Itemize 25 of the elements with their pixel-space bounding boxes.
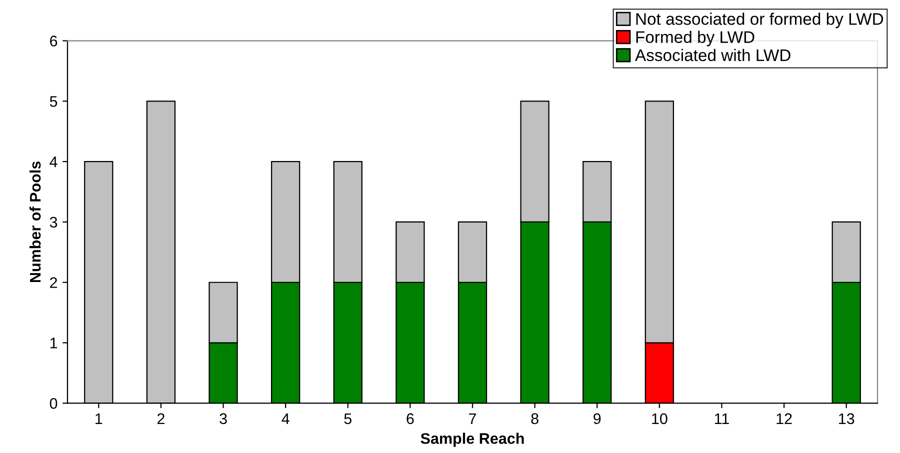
y-axis-title: Number of Pools [29, 161, 41, 282]
x-tick-label: 10 [652, 413, 668, 424]
x-tick-label: 3 [220, 413, 227, 424]
x-axis-title: Sample Reach [420, 432, 524, 447]
y-tick-label: 0 [50, 398, 58, 409]
y-tick-label: 3 [50, 216, 58, 228]
legend-label: Not associated or formed by LWD [636, 12, 884, 28]
y-tick-label: 5 [50, 96, 58, 107]
x-tick-label: 2 [157, 413, 164, 424]
x-tick-label: 5 [344, 413, 352, 424]
x-tick-label: 8 [531, 413, 538, 424]
x-tick-label: 11 [714, 413, 729, 424]
x-tick-label: 9 [594, 413, 601, 424]
legend-label: Formed by LWD [636, 30, 754, 46]
x-tick-label: 13 [839, 413, 854, 424]
x-tick-label: 12 [776, 413, 792, 424]
x-tick-label: 1 [96, 413, 102, 424]
x-tick-label: 4 [282, 413, 290, 424]
y-tick-label: 2 [50, 277, 58, 288]
x-tick-label: 6 [406, 413, 414, 424]
x-tick-label: 7 [469, 413, 476, 424]
y-tick-label: 6 [50, 36, 58, 46]
y-tick-label: 4 [50, 156, 58, 168]
y-tick-label: 1 [50, 338, 58, 348]
legend-label: Associated with LWD [635, 48, 790, 62]
